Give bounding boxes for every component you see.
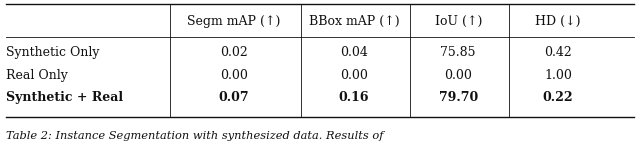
Text: Segm mAP (↑): Segm mAP (↑)	[187, 15, 280, 28]
Text: 0.04: 0.04	[340, 46, 368, 59]
Text: 0.00: 0.00	[444, 69, 472, 82]
Text: 0.00: 0.00	[220, 69, 248, 82]
Text: Synthetic + Real: Synthetic + Real	[6, 91, 124, 104]
Text: 0.42: 0.42	[544, 46, 572, 59]
Text: IoU (↑): IoU (↑)	[435, 15, 482, 28]
Text: BBox mAP (↑): BBox mAP (↑)	[308, 15, 399, 28]
Text: 0.16: 0.16	[339, 91, 369, 104]
Text: 79.70: 79.70	[438, 91, 478, 104]
Text: 1.00: 1.00	[544, 69, 572, 82]
Text: Real Only: Real Only	[6, 69, 68, 82]
Text: 0.00: 0.00	[340, 69, 368, 82]
Text: 0.07: 0.07	[218, 91, 249, 104]
Text: 0.22: 0.22	[543, 91, 573, 104]
Text: 75.85: 75.85	[440, 46, 476, 59]
Text: 0.02: 0.02	[220, 46, 248, 59]
Text: Table 2: Instance Segmentation with synthesized data. Results of: Table 2: Instance Segmentation with synt…	[6, 131, 384, 141]
Text: HD (↓): HD (↓)	[535, 15, 581, 28]
Text: Synthetic Only: Synthetic Only	[6, 46, 100, 59]
